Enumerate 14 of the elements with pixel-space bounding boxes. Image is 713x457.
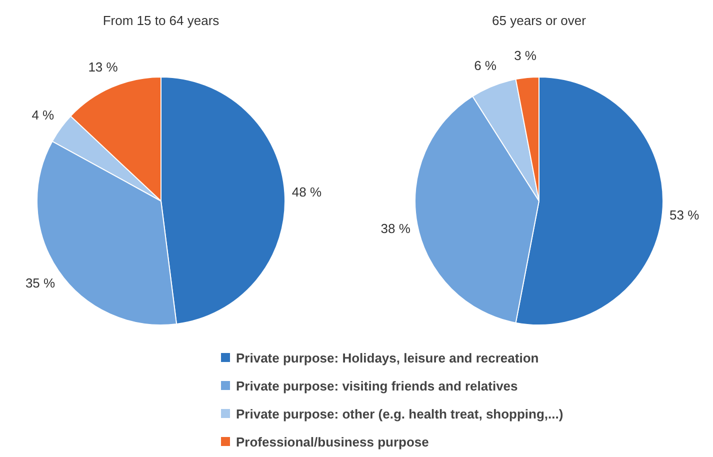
chart-title: From 15 to 64 years [102,13,220,28]
data-label: 13 % [88,60,118,75]
data-label: 48 % [292,184,322,200]
legend-label: Private purpose: Holidays, leisure and recreation [236,350,539,366]
data-label: 3 % [514,48,537,64]
legend-label: Professional/business purpose [236,434,429,450]
data-label: 4 % [32,108,55,123]
data-label: 6 % [474,58,497,73]
data-label: 35 % [25,276,56,291]
legend-label: Private purpose: other (e.g. health treat, shopping,...) [236,406,564,422]
data-label: 38 % [380,220,411,236]
legend-label: Private purpose: visiting friends and relatives [236,378,518,394]
chart-title: 65 years or over [492,13,587,28]
data-label: 53 % [670,207,700,222]
